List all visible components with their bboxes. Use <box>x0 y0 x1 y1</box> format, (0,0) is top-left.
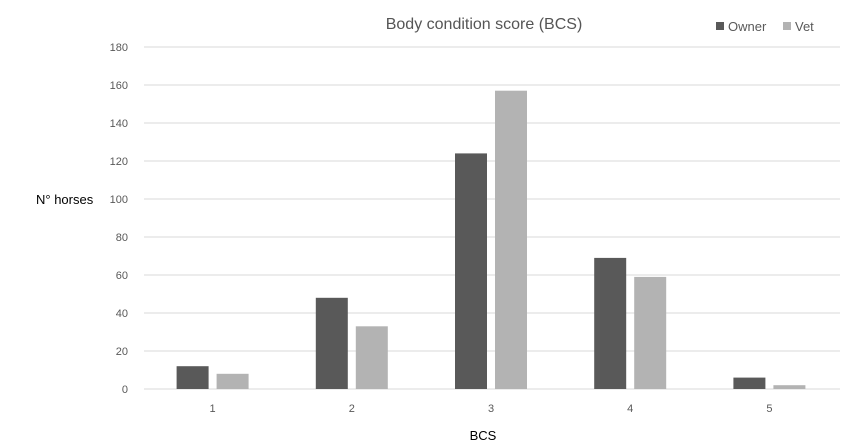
bars <box>176 90 806 389</box>
x-axis-ticks: 1 2 3 4 5 <box>210 403 773 415</box>
y-tick-label: 140 <box>110 118 128 130</box>
x-tick-label: 4 <box>627 403 633 415</box>
bar-owner-2 <box>315 297 348 389</box>
y-tick-label: 120 <box>110 156 128 168</box>
y-tick-label: 60 <box>116 270 128 282</box>
bar-vet-3 <box>495 90 527 389</box>
bar-vet-5 <box>773 385 806 389</box>
x-axis-label: BCS <box>470 428 497 443</box>
y-tick-label: 160 <box>110 80 128 92</box>
legend-swatch-vet <box>783 22 791 30</box>
bar-owner-3 <box>455 153 487 389</box>
chart-title: Body condition score (BCS) <box>386 16 583 33</box>
x-tick-label: 5 <box>766 403 772 415</box>
y-tick-label: 40 <box>116 308 128 320</box>
gridlines <box>144 46 840 390</box>
x-tick-label: 3 <box>488 403 494 415</box>
y-tick-label: 0 <box>122 384 128 396</box>
y-tick-label: 180 <box>110 42 128 54</box>
bar-owner-4 <box>594 257 627 389</box>
y-tick-label: 20 <box>116 346 128 358</box>
bar-owner-1 <box>176 366 209 389</box>
y-tick-label: 80 <box>116 232 128 244</box>
x-tick-label: 2 <box>349 403 355 415</box>
y-axis-ticks: 0 20 40 60 80 100 120 140 160 180 <box>110 42 128 396</box>
y-tick-label: 100 <box>110 194 128 206</box>
legend-label-vet: Vet <box>795 19 814 34</box>
bar-vet-1 <box>216 373 249 389</box>
legend-label-owner: Owner <box>728 19 767 34</box>
x-tick-label: 1 <box>210 403 216 415</box>
y-axis-label: N° horses <box>36 192 94 207</box>
legend: Owner Vet <box>716 19 814 34</box>
bar-vet-2 <box>355 326 388 389</box>
bar-owner-5 <box>733 377 766 389</box>
legend-swatch-owner <box>716 22 724 30</box>
bar-vet-4 <box>634 276 667 389</box>
